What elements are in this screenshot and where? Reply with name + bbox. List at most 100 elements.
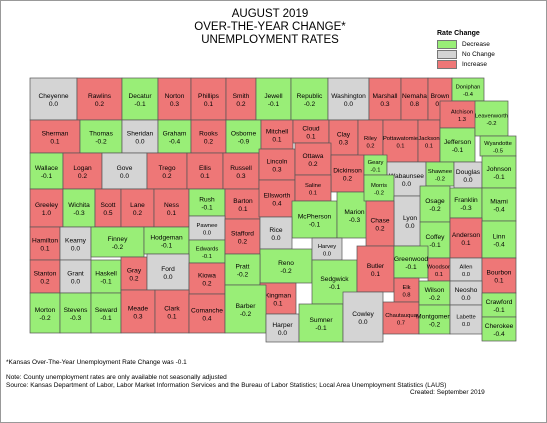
county-name-label: McPherson — [298, 214, 332, 221]
county-shape-russell — [222, 152, 260, 190]
county-value-label: 0.0 — [71, 246, 80, 253]
county-value-label: 0.0 — [271, 235, 280, 242]
county-shape-nemaha — [400, 77, 429, 121]
county-value-label: 0.5 — [103, 210, 112, 217]
county-name-label: Linn — [493, 234, 506, 241]
county-wilson: Wilson-0.2 — [418, 280, 451, 306]
county-value-label: 0.8 — [402, 292, 410, 298]
county-value-label: 0.0 — [463, 177, 472, 184]
county-value-label: 0.8 — [410, 101, 419, 108]
county-name-label: Graham — [163, 131, 187, 138]
county-value-label: 0.0 — [163, 274, 172, 281]
county-value-label: 0.4 — [272, 201, 281, 208]
county-name-label: Cherokee — [485, 323, 514, 330]
county-value-label: 0.1 — [40, 246, 49, 253]
county-name-label: Geary — [368, 160, 384, 166]
county-name-label: Wallace — [35, 165, 59, 172]
county-seward: Seward-0.1 — [90, 292, 122, 334]
county-name-label: Labette — [456, 315, 475, 321]
county-barber: Barber-0.2 — [224, 284, 267, 334]
county-name-label: Morton — [35, 307, 56, 314]
county-doniphan: Doniphan-0.4 — [451, 77, 485, 102]
county-value-label: 0.2 — [202, 281, 211, 288]
county-value-label: -0.1 — [202, 254, 212, 260]
county-name-label: Haskell — [95, 271, 117, 278]
county-shape-cherokee — [481, 316, 517, 342]
county-name-label: Gray — [127, 268, 142, 275]
county-name-label: Barton — [233, 198, 253, 205]
county-name-label: Riley — [364, 136, 377, 142]
county-name-label: Atchison — [451, 110, 473, 116]
county-value-label: 0.0 — [120, 173, 129, 180]
county-value-label: 0.1 — [238, 206, 247, 213]
county-value-label: 0.0 — [278, 330, 287, 337]
county-name-label: Jewell — [264, 93, 283, 100]
county-value-label: 0.1 — [272, 137, 281, 144]
county-jewell: Jewell-0.1 — [255, 77, 292, 121]
county-name-label: Pratt — [236, 264, 250, 271]
county-value-label: 0.0 — [462, 272, 470, 278]
county-shape-sheridan — [121, 119, 159, 154]
county-shape-ellis — [186, 152, 224, 190]
source-text: Source: Kansas Department of Labor, Labo… — [6, 382, 447, 389]
county-name-label: Rush — [199, 197, 215, 204]
county-name-label: Russell — [230, 165, 252, 172]
county-stevens: Stevens-0.3 — [59, 292, 92, 334]
county-value-label: -0.2 — [435, 176, 445, 182]
county-name-label: Scott — [100, 202, 115, 209]
county-name-label: Osage — [425, 198, 445, 205]
county-shape-decatur — [121, 77, 159, 121]
county-shape-chautauqua — [382, 301, 420, 335]
county-name-label: Seward — [95, 307, 118, 314]
county-value-label: 0.2 — [204, 139, 213, 146]
county-value-label: -0.1 — [100, 315, 112, 322]
county-geary: Geary-0.1 — [363, 154, 388, 176]
county-shape-mcpherson — [291, 200, 338, 239]
county-jefferson: Jefferson-0.1 — [439, 127, 476, 163]
county-name-label: Stevens — [64, 307, 89, 314]
county-value-label: -0.2 — [374, 190, 384, 196]
county-value-label: 0.3 — [272, 167, 281, 174]
legend-item-decrease: Decrease — [437, 40, 537, 50]
county-value-label: -0.2 — [429, 322, 441, 329]
county-shape-cheyenne — [29, 77, 78, 121]
county-value-label: -0.2 — [237, 272, 249, 279]
county-shape-linn — [481, 220, 517, 259]
county-shape-morton — [29, 292, 61, 334]
county-value-label: 0.3 — [339, 140, 348, 147]
legend-swatch-nochange — [437, 50, 457, 59]
county-name-label: Comanche — [191, 308, 223, 315]
county-shape-pawnee — [188, 215, 226, 241]
county-name-label: Kearny — [65, 238, 87, 245]
county-name-label: Anderson — [452, 232, 481, 239]
county-name-label: Grant — [67, 271, 84, 278]
map-title-line3: UNEMPLOYMENT RATES — [201, 34, 339, 46]
county-shape-comanche — [188, 293, 226, 334]
county-value-label: -0.1 — [329, 284, 341, 291]
county-shape-lincoln — [258, 148, 296, 181]
county-value-label: -0.1 — [493, 174, 505, 181]
county-name-label: Kingman — [265, 293, 291, 300]
county-shape-sumner — [298, 303, 344, 343]
county-shape-miami — [481, 187, 517, 222]
county-value-label: -0.2 — [487, 121, 497, 127]
county-name-label: Chautauqua — [385, 313, 417, 319]
county-name-label: Sherman — [42, 131, 69, 138]
county-value-label: 0.1 — [273, 301, 282, 308]
county-rush: Rush-0.1 — [188, 188, 226, 217]
county-name-label: Ottawa — [303, 153, 324, 160]
